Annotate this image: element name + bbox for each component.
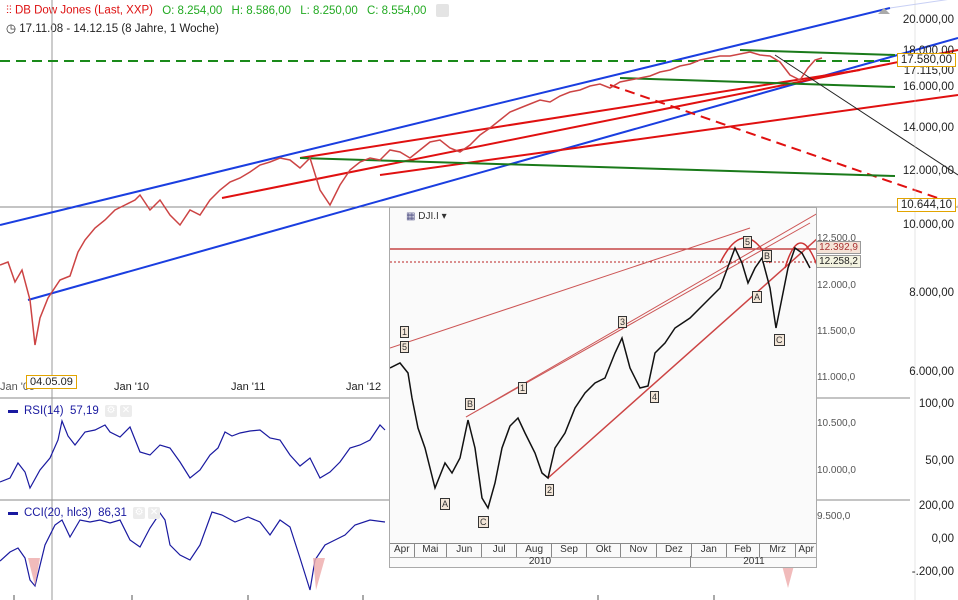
cci-value: 86,31	[98, 507, 127, 520]
month-label: Jun	[447, 544, 483, 557]
cci-legend: CCI(20, hlc3) 86,31 ⚙ ✕	[8, 507, 161, 520]
line-value-marker: 10.644,10	[896, 198, 956, 212]
wave-label: A	[440, 498, 451, 510]
crosshair-date: 04.05.09	[26, 375, 77, 389]
wave-label: 2	[545, 484, 555, 496]
wave-label: 1	[518, 382, 528, 394]
month-label: Dez	[657, 544, 693, 557]
rsi-value: 57,19	[70, 405, 99, 418]
rsi-legend: RSI(14) 57,19 ⚙ ✕	[8, 405, 132, 417]
month-label: Sep	[552, 544, 587, 557]
wave-label: B	[465, 398, 476, 410]
y-label: 10.000,00	[902, 219, 954, 231]
month-label: Mrz	[760, 544, 797, 557]
inset-y-label: 12.500,0	[817, 233, 856, 244]
cci-close-icon[interactable]: ✕	[148, 507, 161, 519]
rsi-close-icon[interactable]: ✕	[120, 405, 132, 417]
y-label: 12.000,00	[902, 165, 954, 177]
wave-label: 5	[400, 341, 410, 353]
y-label: 8.000,00	[909, 287, 954, 299]
inset-year-axis: 2010 2011	[390, 556, 816, 567]
wave-label: B	[762, 250, 773, 262]
cci-y-label: -.200,00	[911, 566, 954, 578]
candlestick-icon: ⫶⫶	[6, 4, 12, 17]
inset-y-label: 9.500,0	[817, 511, 851, 522]
cci-settings-icon[interactable]: ⚙	[133, 507, 146, 519]
rsi-y-label: 50,00	[925, 455, 954, 467]
inset-title[interactable]: ▦ DJI.I ▾	[406, 211, 447, 222]
y-label: 16.000,00	[902, 81, 954, 93]
wave-label: 4	[650, 391, 660, 403]
date-range: ◷ 17.11.08 - 14.12.15 (8 Jahre, 1 Woche)	[6, 21, 219, 35]
cci-y-label: 200,00	[918, 500, 954, 512]
settings-gear-icon[interactable]	[435, 4, 449, 17]
wave-label: 3	[618, 316, 628, 328]
last-price-marker: 17.580,00	[896, 53, 956, 67]
month-label: Jul	[482, 544, 517, 557]
wave-label: C	[774, 334, 785, 346]
instrument-header: ⫶⫶ DB Dow Jones (Last, XXP) O: 8.254,00 …	[6, 4, 449, 18]
series-color-swatch	[8, 511, 18, 515]
inset-chart: ▦ DJI.I ▾ 1 5 B A C 2 1 3 4 5 B A C Apr …	[389, 207, 817, 568]
inset-y-label: 12.000,0	[817, 280, 856, 291]
x-label: Jan '11	[231, 381, 266, 393]
high-value: H: 8.586,00	[231, 4, 291, 17]
inset-canvas	[390, 213, 816, 510]
chart-icon: ▦	[406, 211, 416, 222]
open-value: O: 8.254,00	[162, 4, 223, 17]
month-label: Apr	[796, 544, 816, 557]
inset-y-label: 10.000,0	[817, 465, 856, 476]
inset-dotted-marker: 12.258,2	[816, 255, 861, 268]
series-color-swatch	[8, 409, 18, 413]
y-label: 6.000,00	[909, 366, 954, 378]
clock-icon: ◷	[6, 23, 17, 35]
inset-y-label: 11.000,0	[817, 372, 856, 383]
month-label: Feb	[727, 544, 760, 557]
month-label: Apr	[390, 544, 415, 557]
rsi-y-label: 100,00	[918, 398, 954, 410]
inset-y-label: 11.500,0	[817, 326, 856, 337]
cci-y-label: 0,00	[931, 533, 954, 545]
month-label: Nov	[621, 544, 657, 557]
x-label: Jan '10	[114, 381, 150, 393]
y-label: 14.000,00	[902, 122, 954, 134]
wave-label: 1	[400, 326, 410, 338]
rsi-settings-icon[interactable]: ⚙	[105, 405, 117, 417]
inset-red-marker: 12.392,9	[816, 241, 861, 254]
inset-month-axis: Apr Mai Jun Jul Aug Sep Okt Nov Dez Jan …	[390, 543, 816, 558]
year-label: 2011	[743, 556, 765, 567]
wave-label: C	[478, 516, 489, 528]
month-label: Aug	[517, 544, 553, 557]
cci-label: CCI(20, hlc3)	[24, 507, 92, 520]
low-value: L: 8.250,00	[300, 4, 358, 17]
instrument-name[interactable]: DB Dow Jones (Last, XXP)	[14, 4, 154, 17]
y-label: 17.115,00	[903, 65, 954, 77]
close-value: C: 8.554,00	[366, 4, 427, 17]
month-label: Mai	[415, 544, 448, 557]
rsi-label: RSI(14)	[24, 405, 64, 418]
inset-y-label: 10.500,0	[817, 418, 856, 429]
wave-label: 5	[743, 236, 753, 248]
year-label: 2010	[390, 556, 691, 567]
x-label: Jan '12	[346, 381, 382, 393]
date-range-text: 17.11.08 - 14.12.15 (8 Jahre, 1 Woche)	[19, 23, 219, 35]
y-label: 20.000,00	[902, 14, 954, 26]
inset-symbol: DJI.I	[418, 211, 439, 222]
month-label: Jan	[692, 544, 727, 557]
month-label: Okt	[587, 544, 622, 557]
wave-label: A	[752, 291, 763, 303]
